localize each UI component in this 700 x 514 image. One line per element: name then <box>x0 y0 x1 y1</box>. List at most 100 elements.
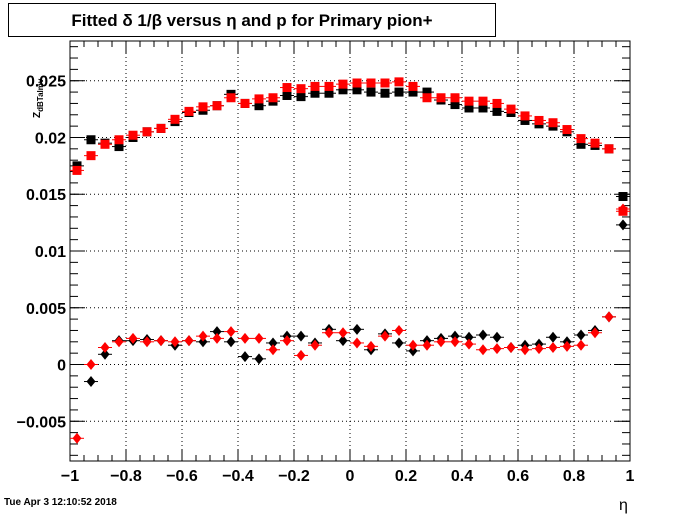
x-tick-label: 0.6 <box>507 468 529 485</box>
y-tick-label: 0.01 <box>35 244 66 261</box>
data-point-square <box>422 93 432 103</box>
data-point-square <box>142 127 152 137</box>
data-point-diamond <box>394 337 404 349</box>
data-point-square <box>380 78 390 88</box>
x-tick-label: −0.2 <box>278 468 310 485</box>
data-point-square <box>506 104 516 114</box>
x-tick-label: 0 <box>346 468 355 485</box>
data-point-diamond <box>100 341 110 353</box>
data-point-square <box>366 87 376 97</box>
data-point-diamond <box>366 340 376 352</box>
data-point-square <box>464 96 474 106</box>
data-point-diamond <box>296 349 306 361</box>
data-point-diamond <box>408 345 418 357</box>
x-tick-label: −0.8 <box>110 468 142 485</box>
data-point-square <box>100 139 110 149</box>
data-point-diamond <box>212 332 222 344</box>
data-point-diamond <box>240 332 250 344</box>
data-point-square <box>380 88 390 98</box>
data-point-diamond <box>100 348 110 360</box>
data-point-diamond <box>492 331 502 343</box>
data-point-square <box>338 79 348 89</box>
x-tick-label: −0.6 <box>166 468 198 485</box>
data-point-square <box>296 84 306 94</box>
data-point-diamond <box>268 344 278 356</box>
data-point-square <box>450 93 460 103</box>
data-point-diamond <box>184 335 194 347</box>
data-point-diamond <box>520 344 530 356</box>
data-point-diamond <box>576 339 586 351</box>
data-point-diamond <box>422 339 432 351</box>
y-tick-label: 0 <box>57 358 66 375</box>
data-point-square <box>394 87 404 97</box>
data-point-square <box>86 135 96 145</box>
data-point-square <box>492 98 502 108</box>
data-point-diamond <box>562 340 572 352</box>
data-point-diamond <box>198 330 208 342</box>
data-point-square <box>576 139 586 149</box>
data-point-square <box>72 161 82 171</box>
data-point-diamond <box>324 327 334 339</box>
y-tick-label: 0.005 <box>26 301 66 318</box>
data-point-diamond <box>506 341 516 353</box>
data-point-diamond <box>492 343 502 355</box>
data-point-square <box>268 93 278 103</box>
data-point-diamond <box>310 339 320 351</box>
data-point-square <box>86 151 96 161</box>
tick-labels: −1 −0.8 −0.6 −0.4 −0.2 0 0.2 0.4 0.6 0.8 1 −0.005 0 0… <box>17 74 635 485</box>
y-tick-label: 0.025 <box>26 74 66 91</box>
data-point-square <box>324 81 334 91</box>
data-point-diamond <box>72 432 82 444</box>
data-point-square <box>310 88 320 98</box>
data-point-diamond <box>198 336 208 348</box>
y-tick-label: −0.005 <box>17 414 66 431</box>
data-point-square <box>520 115 530 125</box>
data-point-square <box>548 118 558 128</box>
data-point-diamond <box>114 336 124 348</box>
data-point-square <box>212 101 222 111</box>
data-point-diamond <box>576 329 586 341</box>
data-point-diamond <box>338 327 348 339</box>
data-point-diamond <box>212 326 222 338</box>
x-tick-label: −0.4 <box>222 468 254 485</box>
data-point-diamond <box>618 203 628 215</box>
data-point-diamond <box>282 335 292 347</box>
data-point-square <box>254 101 264 111</box>
data-point-diamond <box>226 326 236 338</box>
data-point-square <box>170 114 180 124</box>
data-point-square <box>282 90 292 100</box>
data-point-diamond <box>352 323 362 335</box>
axis-ticks <box>69 41 631 461</box>
data-point-diamond <box>296 330 306 342</box>
data-point-square <box>352 85 362 95</box>
data-point-square <box>464 103 474 113</box>
data-point-diamond <box>618 219 628 231</box>
y-tick-label: 0.015 <box>26 187 66 204</box>
title-box: Fitted δ 1/β versus η and p for Primary … <box>8 3 496 37</box>
data-point-square <box>478 103 488 113</box>
data-point-square <box>198 102 208 112</box>
data-point-diamond <box>254 332 264 344</box>
data-point-square <box>604 144 614 154</box>
data-point-diamond <box>450 330 460 342</box>
data-point-square <box>184 106 194 116</box>
data-point-diamond <box>604 311 614 323</box>
data-point-square <box>226 93 236 103</box>
data-point-diamond <box>548 331 558 343</box>
data-point-diamond <box>128 332 138 344</box>
data-point-square <box>478 96 488 106</box>
data-point-diamond <box>142 336 152 348</box>
data-points <box>70 77 630 444</box>
chart-title: Fitted δ 1/β versus η and p for Primary … <box>71 11 433 30</box>
data-point-square <box>450 100 460 110</box>
data-point-square <box>590 138 600 148</box>
data-point-square <box>422 87 432 97</box>
x-axis-label: η <box>619 497 628 514</box>
data-point-diamond <box>534 343 544 355</box>
data-point-square <box>520 111 530 121</box>
x-tick-label: −1 <box>61 468 79 485</box>
data-point-square <box>352 78 362 88</box>
data-point-square <box>254 94 264 104</box>
y-axis-label: ZdBTalmv <box>32 78 45 118</box>
